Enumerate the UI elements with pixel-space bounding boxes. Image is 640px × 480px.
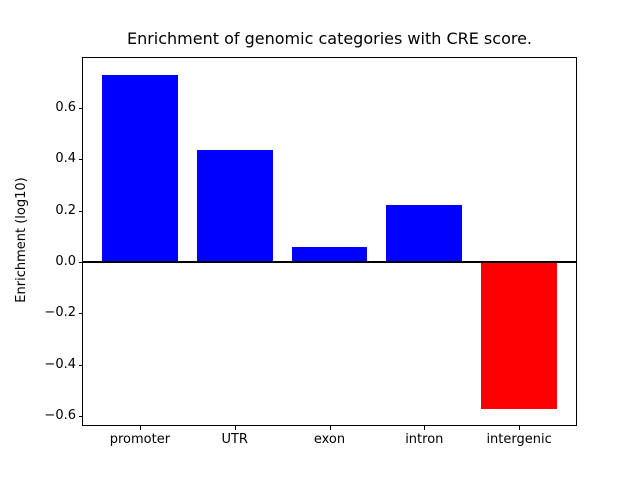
bar-promoter [102,74,178,262]
y-tick-label: −0.4 [44,356,76,372]
x-tick-mark [519,426,520,430]
y-tick-mark [79,211,83,212]
y-tick-label: −0.2 [44,305,76,321]
y-tick-label: −0.6 [44,408,76,423]
y-tick-mark [79,416,83,417]
y-tick-mark [79,365,83,366]
bar-exon [291,247,368,262]
y-tick-mark [79,159,83,160]
bar-intergenic [481,262,557,409]
y-tick-mark [79,108,83,109]
x-tick-mark [140,426,141,430]
y-tick-label: 0.0 [55,254,76,269]
y-tick-label: 0.2 [55,202,76,218]
chart-title: Enrichment of genomic categories with CR… [126,29,533,48]
bar-intron [386,205,463,263]
x-tick-mark [330,426,331,430]
x-tick-label-UTR: UTR [221,432,248,447]
x-tick-label-exon: exon [313,432,346,447]
y-tick-mark [79,313,83,314]
bar-UTR [196,150,273,262]
y-tick-label: 0.4 [55,151,76,167]
x-tick-label-intergenic: intergenic [486,432,552,447]
y-tick-mark [79,262,83,263]
y-tick-label: 0.6 [55,100,76,115]
zero-line [83,261,576,263]
x-tick-mark [235,426,236,430]
x-tick-label-promoter: promoter [109,432,171,447]
x-tick-mark [424,426,425,430]
x-tick-label-intron: intron [405,432,444,447]
